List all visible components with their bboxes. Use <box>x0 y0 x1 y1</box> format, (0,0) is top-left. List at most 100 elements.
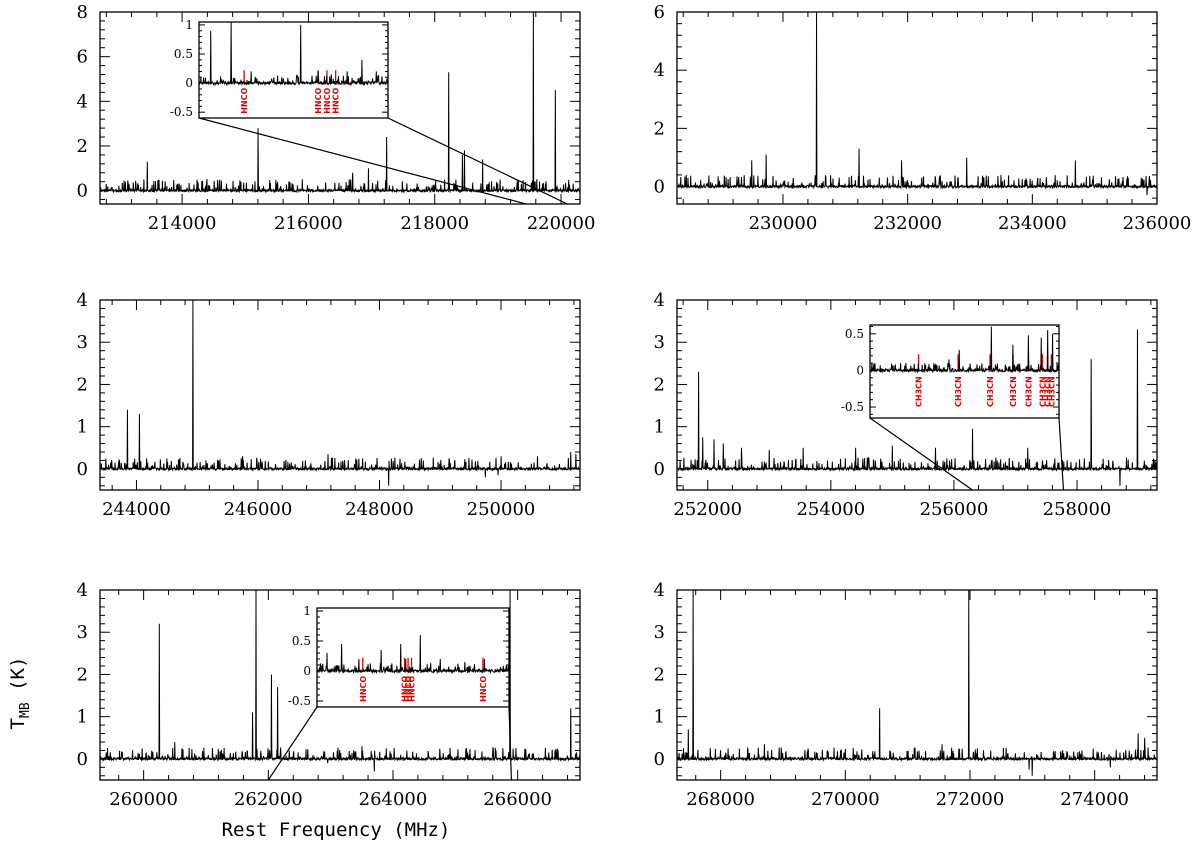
inset-spectrum-group <box>870 326 1059 374</box>
spectrum-group <box>677 590 1157 776</box>
spectrum-group <box>100 590 580 772</box>
y-axis-title-sub: MB <box>18 702 33 718</box>
y-tick-label: 1 <box>654 417 665 438</box>
zoom-connector-right <box>387 117 568 205</box>
x-tick-label: 270000 <box>811 789 880 810</box>
molecule-label: CH3CN <box>915 376 924 407</box>
y-tick-label: -0.5 <box>288 694 311 708</box>
molecule-label: HNCO <box>408 676 417 702</box>
y-tick-label: 6 <box>77 47 88 68</box>
spectrum-group <box>100 12 580 194</box>
inset-frame <box>869 324 1060 419</box>
molecule-label: HNCO <box>323 88 332 114</box>
y-tick-label: 3 <box>654 332 665 353</box>
y-tick-label: 6 <box>654 2 665 23</box>
panel-middle-left: 244000 246000 248000 250000 0 1 2 3 4 <box>77 290 581 520</box>
molecule-label: HNCO <box>401 676 410 702</box>
y-tick-label: 2 <box>654 664 665 685</box>
molecule-label: HNCO <box>359 676 368 702</box>
y-tick-label: 2 <box>77 374 88 395</box>
x-tick-label: 254000 <box>796 499 865 520</box>
molecule-label: CH3CN <box>1047 376 1056 407</box>
inset-spectrum-group <box>317 634 509 675</box>
spectrum-group <box>100 300 580 486</box>
y-axis-title-main: T <box>7 718 29 729</box>
zoom-connector-right <box>1058 417 1065 491</box>
y-tick-label: 4 <box>77 290 88 311</box>
y-tick-label: 1 <box>654 707 665 728</box>
inset-background <box>199 22 388 118</box>
molecule-label: HNCO <box>479 676 488 702</box>
y-tick-label: 0.5 <box>174 47 193 61</box>
molecule-label: HNCO <box>332 88 341 114</box>
x-tick-label: 258000 <box>1043 499 1112 520</box>
x-tick-label: 252000 <box>673 499 742 520</box>
y-tick-label: 3 <box>654 622 665 643</box>
panel-frame <box>676 299 1158 491</box>
inset-spectrum-group <box>199 22 388 87</box>
panel-frame <box>676 589 1158 781</box>
spectrum-line <box>677 12 1157 196</box>
panel-top-left: 214000 216000 218000 220000 0 2 4 6 8 -0.5 0 0.5 1 HN… <box>77 2 596 234</box>
x-tick-label: 236000 <box>1123 213 1192 234</box>
y-tick-label: 4 <box>654 290 665 311</box>
y-tick-label: 2 <box>77 664 88 685</box>
y-tick-label: 0 <box>303 664 311 678</box>
x-tick-label: 260000 <box>109 789 178 810</box>
inset-frame <box>198 21 389 119</box>
x-tick-label: 220000 <box>527 213 596 234</box>
x-tick-label: 256000 <box>920 499 989 520</box>
y-tick-label: 1 <box>77 707 88 728</box>
x-tick-label: 234000 <box>998 213 1067 234</box>
y-tick-label: 4 <box>77 580 88 601</box>
x-tick-label: 248000 <box>345 499 414 520</box>
y-tick-label: -0.5 <box>841 400 864 414</box>
molecule-label: CH3CN <box>1024 376 1033 407</box>
y-tick-label: 1 <box>185 18 193 32</box>
y-tick-label: 3 <box>77 332 88 353</box>
y-tick-label: 0.5 <box>845 327 864 341</box>
y-tick-label: 0 <box>77 181 88 202</box>
y-tick-label: 4 <box>77 91 88 112</box>
molecule-label: CH3CN <box>1009 376 1018 407</box>
x-tick-label: 274000 <box>1060 789 1129 810</box>
spectrum-line <box>677 590 1157 776</box>
x-tick-label: 216000 <box>274 213 343 234</box>
y-tick-label: 3 <box>77 622 88 643</box>
molecule-label: CH3CN <box>954 376 963 407</box>
y-tick-label: 0 <box>77 459 88 480</box>
y-tick-label: 4 <box>654 580 665 601</box>
panel-bottom-right: 268000 270000 272000 274000 0 1 2 3 4 <box>654 580 1158 810</box>
spectrum-line <box>317 634 509 675</box>
x-tick-label: 250000 <box>467 499 536 520</box>
x-tick-label: 230000 <box>749 213 818 234</box>
x-tick-label: 244000 <box>102 499 171 520</box>
y-tick-label: 4 <box>654 60 665 81</box>
x-tick-label: 262000 <box>234 789 303 810</box>
y-tick-label: 0 <box>654 177 665 198</box>
spectrum-line <box>100 590 580 772</box>
zoom-connector-left <box>267 706 318 781</box>
x-tick-label: 264000 <box>359 789 428 810</box>
x-tick-label: 232000 <box>873 213 942 234</box>
spectrum-group <box>677 12 1157 196</box>
panel-frame <box>99 589 581 781</box>
x-tick-label: 214000 <box>148 213 217 234</box>
y-axis-title: TMB (K) <box>7 657 33 730</box>
molecule-label: HNCO <box>404 676 413 702</box>
y-tick-label: 0 <box>856 363 864 377</box>
y-tick-label: -0.5 <box>170 105 193 119</box>
y-tick-label: 0.5 <box>292 634 311 648</box>
x-tick-label: 268000 <box>686 789 755 810</box>
molecule-label: HNCO <box>240 88 249 114</box>
y-tick-label: 2 <box>77 136 88 157</box>
panel-frame <box>99 299 581 491</box>
spectrum-line <box>199 22 388 87</box>
spectrum-line <box>870 326 1059 374</box>
zoom-connector-right <box>508 706 513 781</box>
spectrum-line <box>100 12 580 194</box>
